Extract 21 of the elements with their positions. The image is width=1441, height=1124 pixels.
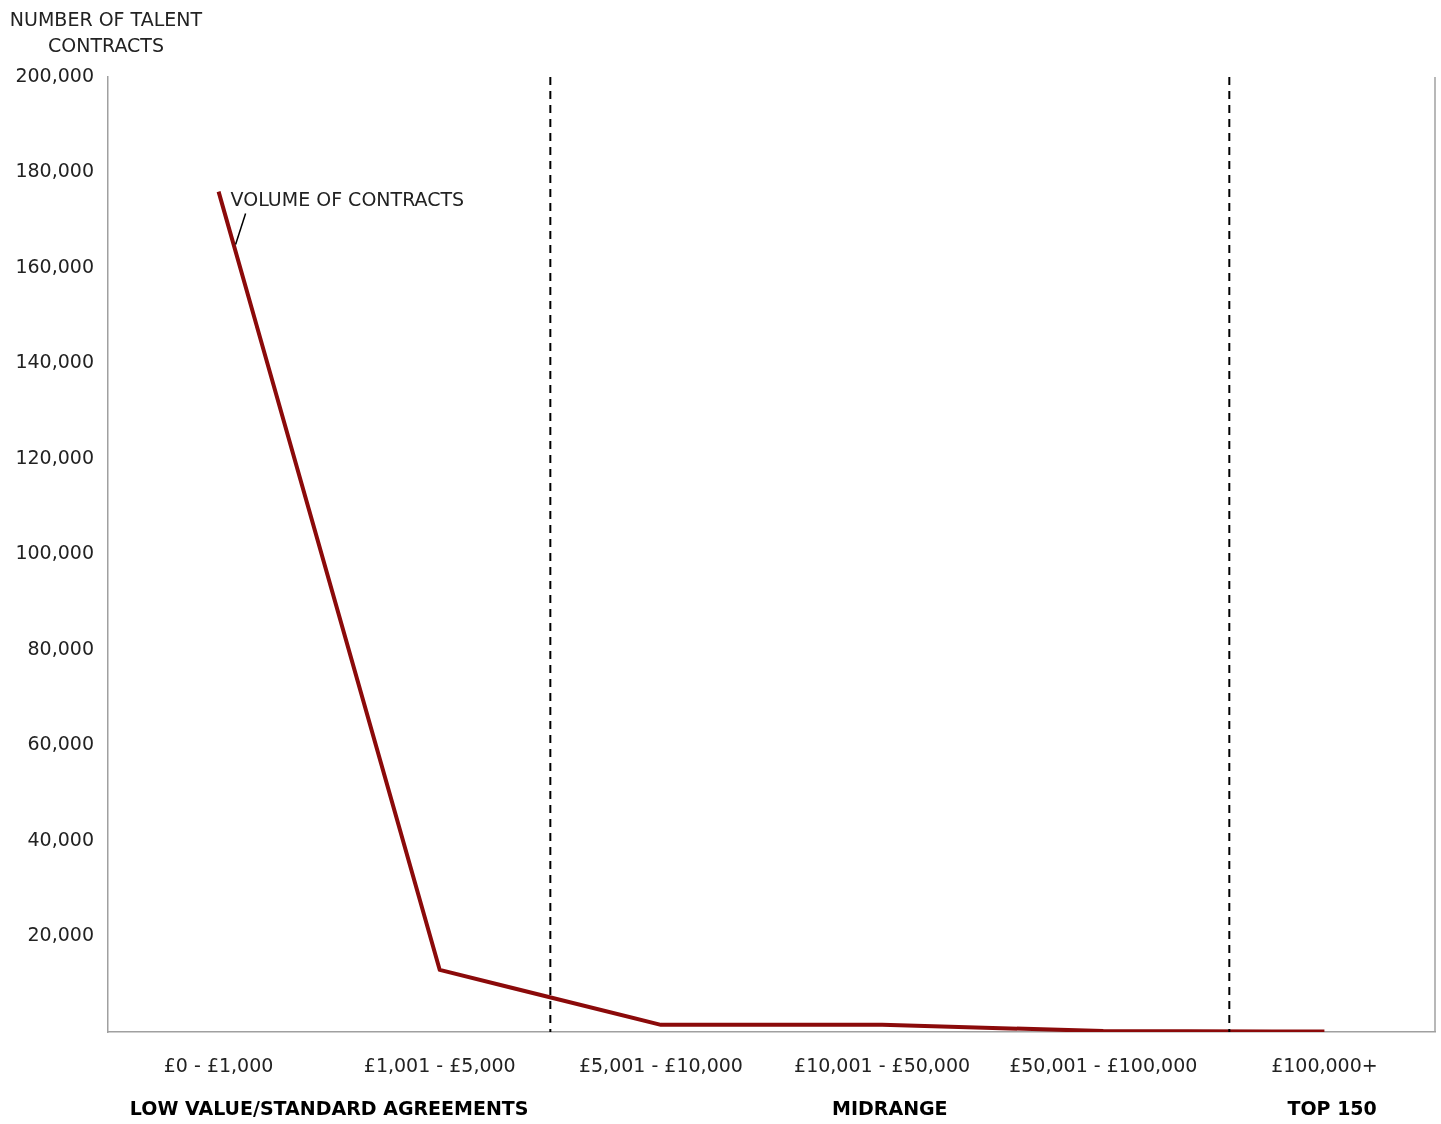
- y-tick-label: 200,000: [15, 63, 94, 86]
- y-tick-label: 140,000: [15, 350, 94, 373]
- y-tick-label: 80,000: [27, 636, 94, 659]
- y-tick-label: 100,000: [15, 541, 94, 564]
- y-axis-title: NUMBER OF TALENT CONTRACTS: [8, 7, 204, 58]
- x-tick-label: £50,001 - £100,000: [1009, 1054, 1198, 1077]
- x-tick-label: £5,001 - £10,000: [578, 1054, 743, 1077]
- series-label: VOLUME OF CONTRACTS: [230, 187, 465, 210]
- y-tick-label: 180,000: [15, 159, 94, 182]
- x-tick-label: £0 - £1,000: [163, 1054, 274, 1077]
- y-tick-label: 60,000: [27, 732, 94, 755]
- y-tick-label: 40,000: [27, 827, 94, 850]
- y-tick-label: 20,000: [27, 923, 94, 946]
- x-tick-label: £100,000+: [1271, 1054, 1378, 1077]
- x-tick-label: £1,001 - £5,000: [363, 1054, 516, 1077]
- y-tick-label: 160,000: [15, 254, 94, 277]
- text: TOP 150: [1287, 1096, 1377, 1119]
- text: LOW VALUE/STANDARD AGREEMENTS: [129, 1096, 529, 1119]
- y-tick-label: 120,000: [15, 445, 94, 468]
- x-tick-label: £10,001 - £50,000: [794, 1054, 971, 1077]
- text: MIDRANGE: [832, 1096, 948, 1119]
